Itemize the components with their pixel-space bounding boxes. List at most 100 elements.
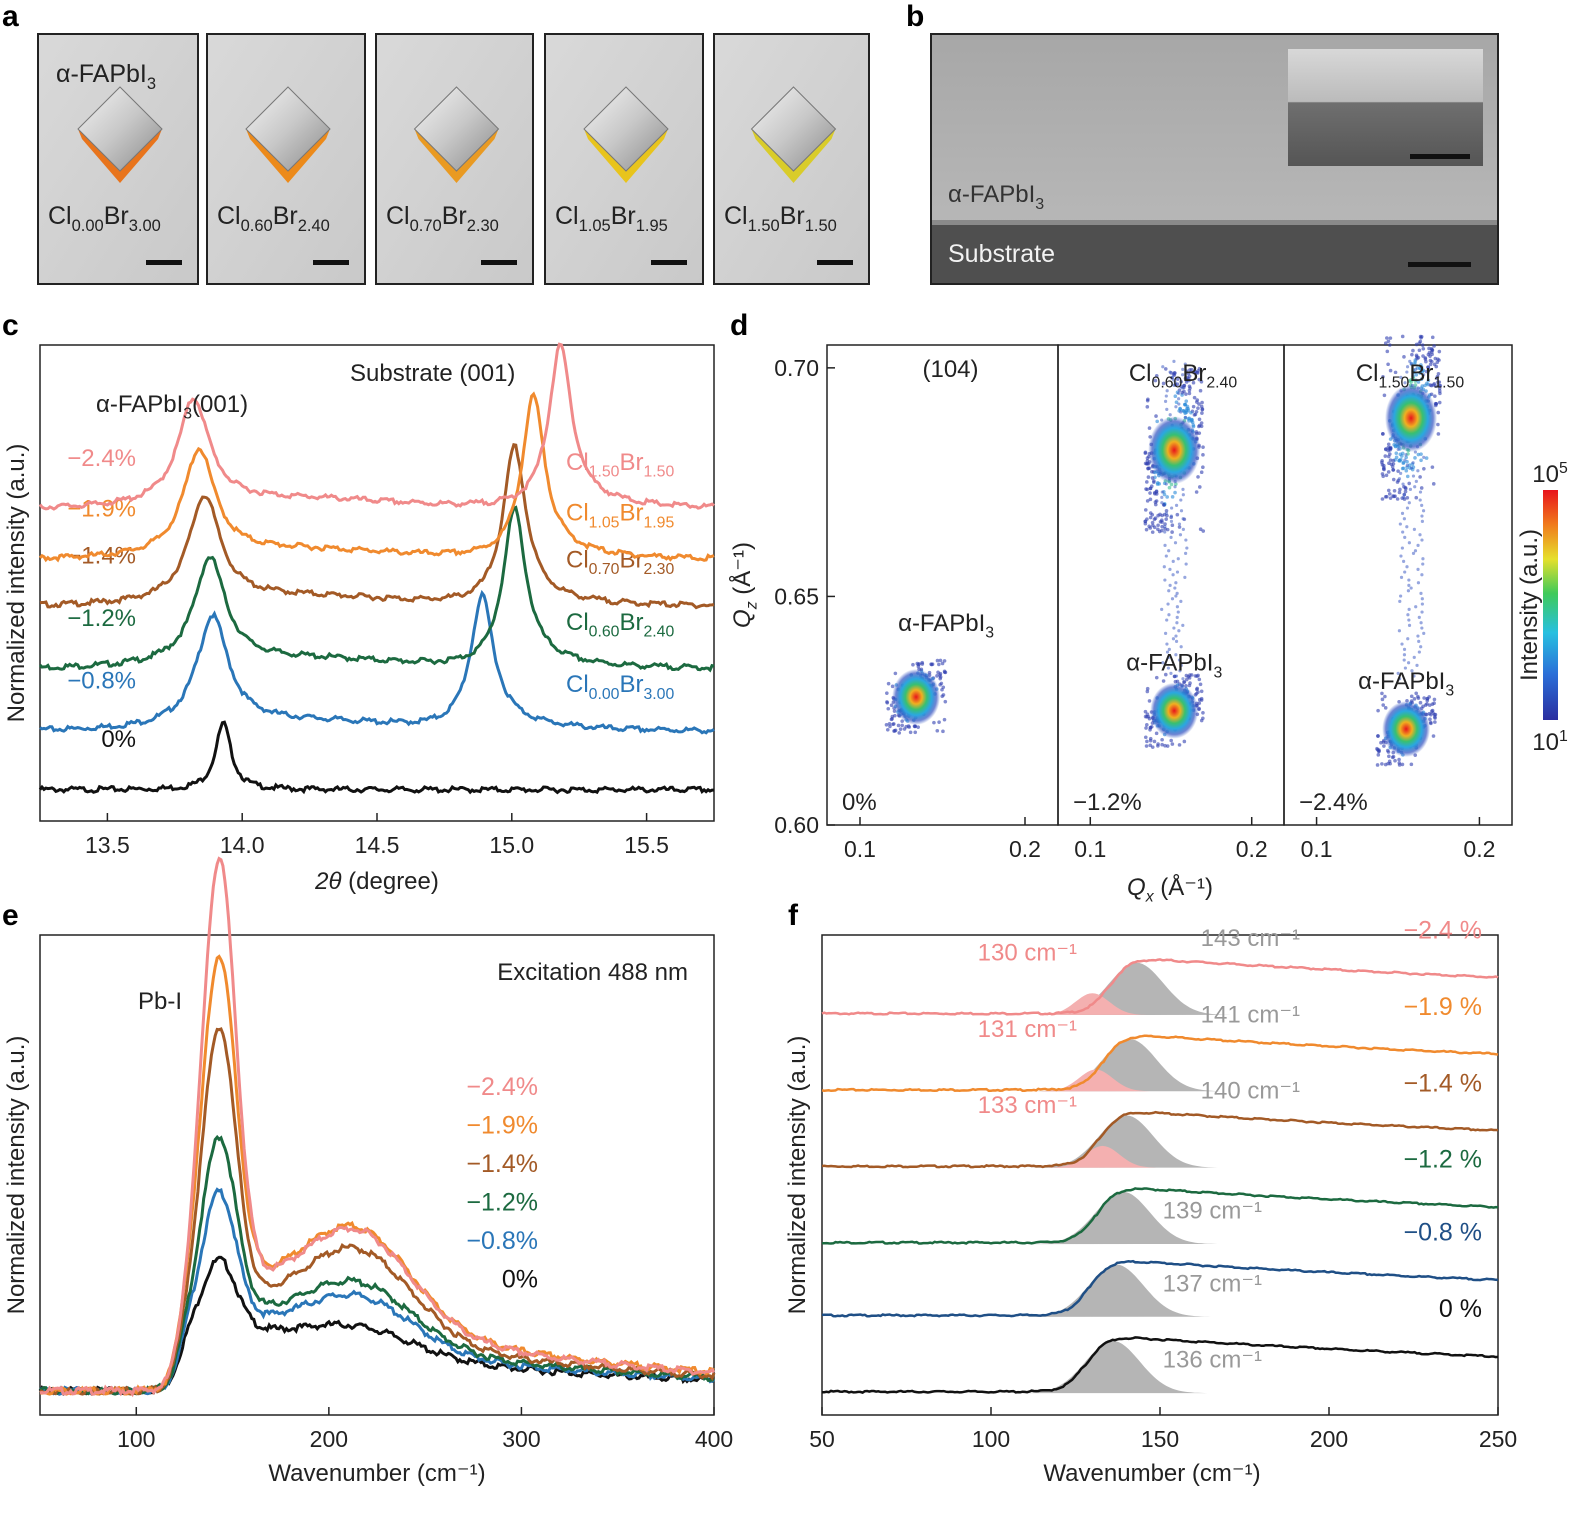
y-tick-label: 0.65 (774, 583, 819, 609)
substrate-peak-point (1170, 523, 1175, 527)
x-tick-label: 50 (809, 1426, 835, 1452)
xrd-strain-label: −0.8% (67, 667, 136, 694)
rsm-strain-label: −2.4% (1299, 789, 1368, 816)
x-tick-label-part: 300 (502, 1426, 540, 1452)
streak-point (1175, 591, 1179, 595)
film-peak-point (1416, 694, 1420, 699)
raman-fit-series-line (821, 1110, 1499, 1169)
raman-fit-main-peak (1041, 962, 1231, 1015)
x-tick-label: 0.2 (1463, 836, 1495, 862)
x-tick-label: 0.1 (1301, 836, 1333, 862)
xrd-composition-label-part: 1.05 (589, 514, 620, 531)
crystal-edge (584, 129, 668, 183)
streak-point (1421, 562, 1425, 566)
film-peak-spot (1150, 682, 1199, 739)
substrate-peak-point (1411, 348, 1415, 353)
colorbar-min-label: 101 (1532, 728, 1568, 756)
streak-point (1163, 530, 1167, 534)
substrate-peak-point (1143, 521, 1148, 526)
substrate-peak-point (1396, 469, 1400, 473)
x-tick-label: 200 (1310, 1426, 1348, 1452)
panel-letter-b: b (906, 0, 924, 33)
substrate-peak-point (1380, 463, 1385, 467)
substrate-peak-point (1173, 394, 1178, 399)
streak-point (1178, 669, 1182, 673)
xrd-strain-label-part: −2.4% (67, 445, 136, 472)
substrate-peak-point (1192, 370, 1196, 375)
streak-point (1400, 642, 1404, 646)
raman-legend-entry: −2.4% (466, 1073, 538, 1101)
raman-fit-main-peak (1034, 1039, 1225, 1092)
x-axis-label: Wavenumber (cm⁻¹) (1043, 1460, 1260, 1487)
streak-point (1169, 519, 1174, 523)
substrate-peak-point (1187, 391, 1192, 396)
substrate-peak-point (1380, 497, 1385, 501)
film-peak-point (885, 700, 889, 704)
inset-scale-bar (1410, 154, 1470, 159)
streak-point (1181, 367, 1185, 371)
substrate-peak-point (1401, 461, 1406, 466)
xrd-composition-label-part: 1.50 (643, 464, 674, 481)
raman-fit-strain-label-part: −1.4 % (1403, 1069, 1482, 1097)
substrate-peak-point (1418, 475, 1422, 479)
x-tick-label: 250 (1479, 1426, 1517, 1452)
streak-point (1398, 522, 1402, 526)
x-axis-label-part: Q (1127, 874, 1146, 901)
film-peak-point (940, 661, 945, 666)
film-peak-point (938, 682, 942, 687)
raman-peak-annotation-part: Pb-I (138, 988, 182, 1015)
rsm-frame (1283, 344, 1513, 826)
x-tick-label: 14.0 (220, 832, 265, 858)
streak-point (1405, 463, 1409, 467)
x-tick-label-part: 150 (1141, 1426, 1179, 1452)
substrate-peak-point (1151, 523, 1155, 528)
x-tick-label-part: 14.5 (355, 832, 400, 858)
substrate-peak-point (1407, 481, 1412, 486)
substrate-peak-point (1421, 354, 1425, 358)
substrate-peak-point (1200, 400, 1204, 405)
x-tick-label-part: 0.2 (1236, 836, 1268, 862)
raman-legend-entry-part: −1.9% (466, 1112, 538, 1140)
streak-point (1183, 575, 1187, 579)
film-peak-point (1199, 696, 1204, 701)
streak-point (1179, 509, 1184, 513)
film-peak-point (1386, 750, 1391, 754)
crystal-composition-label-part: 0.60 (241, 217, 273, 235)
substrate-peak-point (1195, 398, 1200, 402)
substrate-peak-point (1428, 358, 1433, 363)
raman-fit-series-line (821, 1259, 1499, 1318)
crystal-top-face (583, 86, 669, 172)
y-axis-label-part: Q (729, 609, 756, 628)
film-peak-point (1379, 740, 1383, 745)
raman-excitation-annotation-part: Excitation 488 nm (497, 959, 688, 986)
substrate-peak-point (1155, 481, 1160, 485)
film-peak-point (898, 727, 903, 731)
raman-series-line (39, 1134, 715, 1396)
streak-point (1420, 573, 1424, 577)
streak-point (1422, 631, 1426, 635)
streak-point (1422, 455, 1426, 459)
substrate-peak-point (1154, 373, 1159, 378)
film-peak-point (893, 671, 898, 676)
rsm-strain-label: 0% (842, 789, 877, 816)
film-peak-point (1160, 742, 1164, 747)
streak-point (1178, 533, 1183, 537)
film-peak-point (900, 723, 904, 728)
raman-series-line (39, 1187, 715, 1396)
substrate-peak-point (1163, 522, 1167, 526)
raman-fit-main-peak (1021, 1264, 1211, 1317)
substrate-peak-point (1155, 419, 1159, 424)
colorbar-max-label: 105 (1532, 460, 1568, 488)
streak-point (1399, 375, 1403, 379)
film-peak-spot (892, 669, 941, 725)
crystal-film-label: α-FAPbI3 (56, 60, 156, 93)
film-peak-point (935, 728, 940, 733)
substrate-peak-point (1398, 487, 1402, 492)
substrate-peak-point (1384, 473, 1389, 478)
x-axis-label-part: Wavenumber (cm⁻¹) (1043, 1460, 1260, 1487)
raman-series-line (39, 856, 716, 1398)
film-peak-point (1147, 699, 1152, 703)
substrate-peak-point (1431, 482, 1436, 486)
substrate-peak-point (1165, 495, 1169, 499)
raman-fit-main-label-part: 141 cm⁻¹ (1201, 1001, 1300, 1028)
